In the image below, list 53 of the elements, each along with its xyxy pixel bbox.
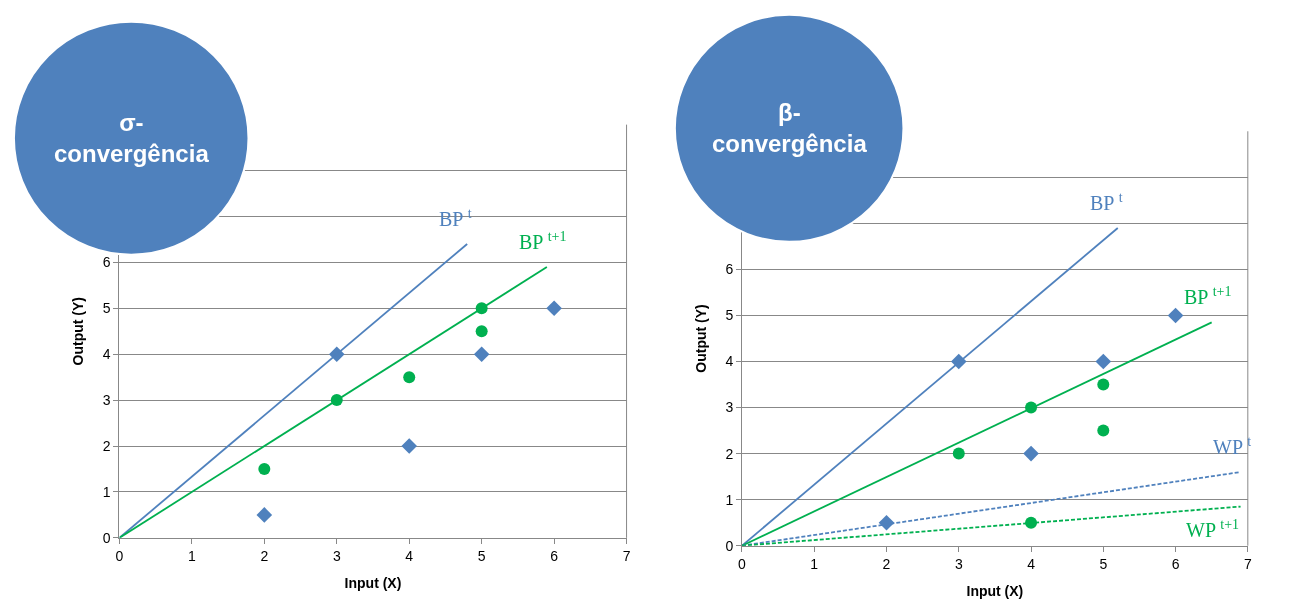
x-tick-label: 0 — [738, 555, 747, 572]
point — [403, 371, 416, 384]
chart-title: β-convergência — [712, 99, 868, 158]
y-tick-label: 4 — [102, 346, 111, 363]
chart-title: σ-convergência — [54, 109, 210, 168]
y-tick-label: 0 — [102, 529, 111, 546]
series-label: BP $^{t+1}$ — [1184, 284, 1232, 309]
y-tick-label: 1 — [102, 483, 111, 500]
y-tick-label: 2 — [102, 437, 111, 454]
x-tick-label: 4 — [405, 547, 414, 564]
x-tick-label: 6 — [550, 547, 559, 564]
series-label: BP $^{t+1}$ — [519, 229, 567, 254]
y-tick-label: 6 — [102, 254, 111, 271]
x-tick-label: 2 — [260, 547, 269, 564]
point — [256, 507, 273, 523]
y-tick-label: 3 — [102, 392, 111, 409]
x-tick-label: 5 — [477, 547, 486, 564]
y-tick-label: 5 — [725, 307, 734, 324]
point — [258, 462, 271, 475]
point — [1097, 424, 1110, 437]
point — [546, 300, 562, 317]
y-tick-label: 3 — [725, 399, 734, 416]
y-tick-label: 6 — [725, 261, 734, 278]
y-tick-label: 1 — [725, 491, 734, 508]
x-tick-label: 4 — [1027, 555, 1036, 572]
point — [1023, 445, 1039, 462]
y-axis-title: Output (Y) — [693, 304, 709, 373]
point — [401, 438, 418, 454]
point — [1167, 307, 1184, 324]
x-tick-label: 2 — [882, 555, 891, 572]
point — [475, 325, 488, 338]
point — [473, 346, 490, 362]
x-tick-label: 3 — [954, 555, 963, 572]
series-label: WP $^{t}$ — [1213, 434, 1252, 459]
point — [1095, 353, 1112, 370]
series-label: BP $^{t}$ — [1090, 190, 1123, 215]
y-tick-label: 4 — [725, 353, 734, 370]
x-axis-title: Input (X) — [344, 574, 402, 591]
y-axis-title: Output (Y) — [70, 297, 87, 366]
x-tick-label: 7 — [622, 547, 631, 564]
point — [952, 447, 965, 460]
series-label: WP $^{t+1}$ — [1186, 517, 1240, 542]
x-tick-label: 5 — [1099, 555, 1108, 572]
x-tick-label: 7 — [1243, 555, 1252, 572]
x-tick-label: 1 — [187, 547, 196, 564]
x-tick-label: 1 — [810, 555, 819, 572]
x-axis-title: Input (X) — [966, 582, 1024, 599]
x-tick-label: 0 — [115, 547, 124, 564]
x-tick-label: 6 — [1171, 555, 1180, 572]
y-tick-label: 5 — [102, 300, 111, 317]
y-tick-label: 2 — [725, 445, 734, 462]
x-tick-label: 3 — [332, 547, 341, 564]
point — [1097, 378, 1110, 391]
